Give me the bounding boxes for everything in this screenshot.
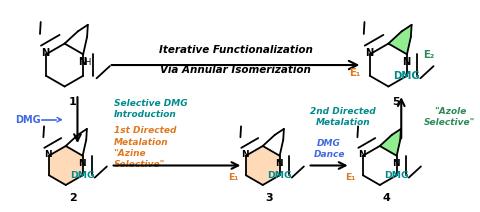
Text: Iterative Functionalization: Iterative Functionalization [158,45,312,55]
Text: DMG: DMG [394,71,420,81]
Text: N: N [78,57,86,67]
Text: DMG: DMG [15,115,40,125]
Text: N: N [402,57,410,67]
Text: N: N [78,159,85,168]
Text: 1st Directed
Metalation
"Azine
Selective": 1st Directed Metalation "Azine Selective… [114,127,176,169]
Text: E₁: E₁ [345,173,356,182]
Text: N: N [392,159,399,168]
Text: Selective DMG
Introduction: Selective DMG Introduction [114,99,187,119]
Text: E₁: E₁ [228,173,239,182]
Text: 4: 4 [383,193,391,203]
Text: N: N [241,150,249,159]
Text: 1: 1 [69,97,76,107]
Text: DMG
Dance: DMG Dance [313,139,345,159]
Polygon shape [246,146,280,185]
Polygon shape [49,146,83,185]
Text: H: H [84,58,90,67]
Text: E₂: E₂ [423,50,434,60]
Text: N: N [275,159,283,168]
Text: E₁: E₁ [349,68,360,78]
Text: DMG: DMG [267,171,292,180]
Text: N: N [358,150,366,159]
Polygon shape [388,25,412,54]
Text: N: N [44,150,52,159]
Text: N: N [365,48,373,58]
Polygon shape [380,129,401,156]
Text: 2nd Directed
Metalation: 2nd Directed Metalation [310,107,376,127]
Text: 3: 3 [266,193,274,203]
Text: Via Annular Isomerization: Via Annular Isomerization [160,65,311,75]
Text: "Azole
Selective": "Azole Selective" [424,107,476,127]
Text: DMG: DMG [71,171,95,180]
Text: N: N [41,48,49,58]
Text: DMG: DMG [384,171,409,180]
Text: 5: 5 [393,97,400,107]
Text: 2: 2 [69,193,76,203]
